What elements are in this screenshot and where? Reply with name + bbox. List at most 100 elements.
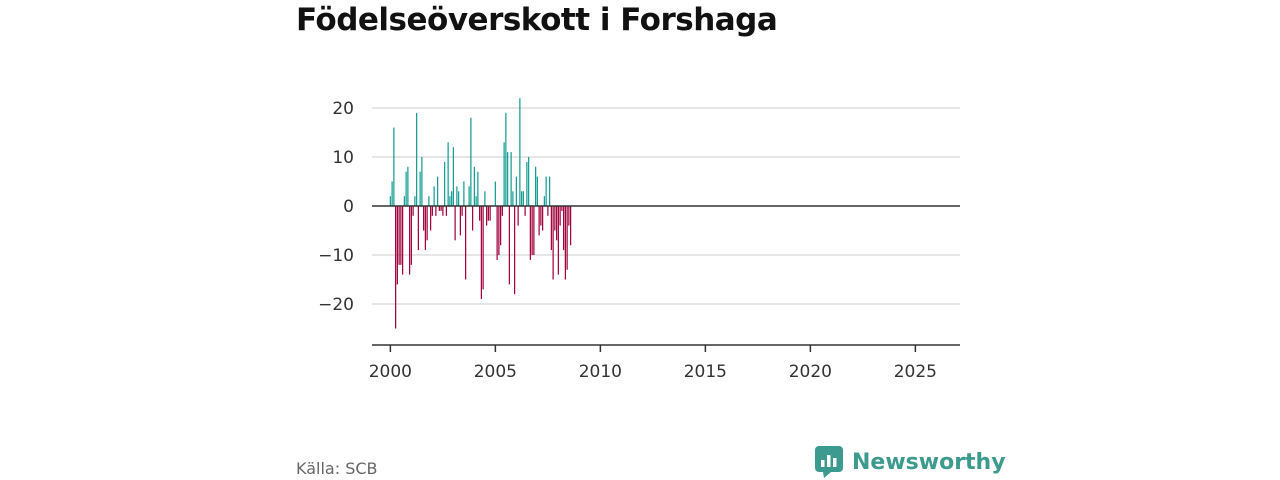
bar [529,206,532,260]
bar [489,206,491,221]
bar [524,206,526,216]
bar [508,206,511,285]
bar [540,206,542,226]
bar [485,206,488,226]
bar [520,191,523,206]
bar [568,206,570,226]
y-tick-label: −10 [318,246,354,266]
bar [543,196,546,206]
bar [526,161,528,206]
bar [393,127,395,206]
bar [431,206,434,216]
bar [426,206,428,241]
bar [505,112,507,206]
bar [452,147,455,206]
bar [559,206,561,226]
bar [408,206,411,275]
bar [510,152,512,206]
bar [561,206,563,211]
bar [396,206,399,285]
bar [501,206,504,216]
bar [506,152,509,206]
bar [496,206,498,260]
bar [569,206,572,246]
bar [547,206,549,216]
bar [468,186,470,206]
bar [536,176,539,206]
bar [417,206,420,251]
bar [522,191,525,206]
bar [405,171,407,206]
bar [398,206,400,265]
bar [445,206,448,216]
bar [519,98,521,206]
bar [555,206,558,241]
y-axis-labels: 20 10 0 −10 −20 [318,99,354,315]
y-tick-label: −20 [318,295,354,315]
bar [440,206,442,211]
bar [400,206,402,265]
bar [415,112,418,206]
bar [494,181,497,206]
bar [412,206,414,216]
bar [480,206,483,300]
bar [503,142,505,206]
bar [394,206,397,329]
bar [429,206,432,231]
bar [527,157,530,206]
bar [473,166,476,206]
bar [419,171,421,206]
bar [410,206,413,265]
bar [477,171,479,206]
brand-name: Newsworthy [852,449,1006,475]
newsworthy-icon [815,446,843,478]
bar [414,196,416,206]
x-tick-label: 2010 [579,362,622,382]
bar [470,117,472,206]
bar [487,206,490,221]
bar [499,206,502,246]
bar [515,176,518,206]
bar [562,206,565,251]
bar [534,166,537,206]
x-tick-label: 2000 [369,362,412,382]
bar [443,161,446,206]
bar [436,176,439,206]
bar [517,206,519,226]
bar [457,191,460,206]
y-tick-label: 0 [343,197,354,217]
x-axis: 2000 2005 2010 2015 2020 2025 [369,344,960,382]
y-tick-label: 10 [332,148,354,168]
bar [531,206,533,255]
bar [389,196,392,206]
bar [552,206,554,280]
bar [478,206,481,221]
bar [471,206,474,231]
bar [454,206,456,241]
brand-logo: Newsworthy [815,446,1006,478]
bar [422,206,425,231]
bar [403,196,406,206]
bar [513,206,516,295]
bar [461,206,463,216]
gridlines [372,107,960,305]
x-tick-label: 2015 [684,362,727,382]
bar [447,142,449,206]
bar [550,206,553,251]
bar [548,176,551,206]
bar [498,206,500,255]
y-tick-label: 20 [332,99,354,119]
bar [554,206,556,231]
bar [456,186,458,206]
bar [449,196,451,206]
bar [538,206,540,236]
bar [545,176,547,206]
bar [482,206,484,290]
bar [450,191,453,206]
bar [557,206,560,275]
chart-title: Födelseöverskott i Forshaga [296,2,778,38]
bar [407,166,409,206]
bar [438,206,441,211]
bar [533,206,535,255]
